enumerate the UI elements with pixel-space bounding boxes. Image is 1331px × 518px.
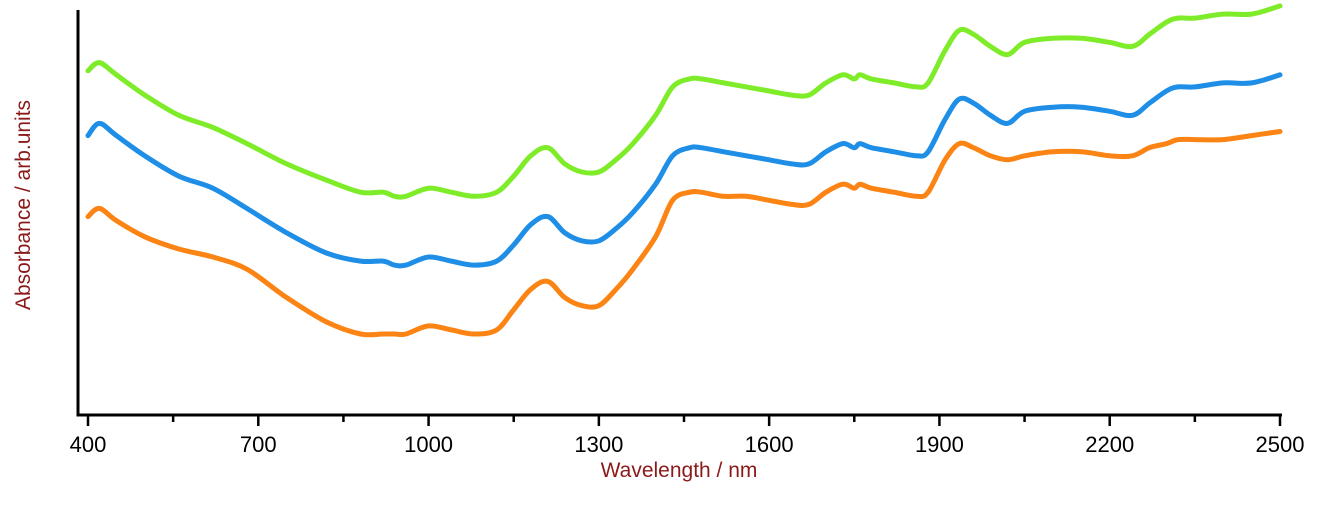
x-tick-label: 1600: [745, 432, 794, 457]
x-tick-label: 1300: [574, 432, 623, 457]
y-axis-title: Absorbance / arb.units: [12, 100, 35, 310]
x-tick-label: 1900: [915, 432, 964, 457]
series-line-2: [85, 72, 1283, 269]
x-tick-label: 2500: [1256, 432, 1305, 457]
tick-layer: 400 700 1000 1300 1600 1900 2200 2500: [70, 415, 1305, 457]
x-tick-label: 2200: [1085, 432, 1134, 457]
series-line-3: [85, 129, 1283, 338]
series-line-1: [85, 3, 1283, 200]
x-axis-title: Wavelength / nm: [601, 459, 758, 482]
x-tick-label: 700: [240, 432, 277, 457]
series-layer: [85, 3, 1283, 338]
x-tick-label: 1000: [404, 432, 453, 457]
x-tick-label: 400: [70, 432, 107, 457]
